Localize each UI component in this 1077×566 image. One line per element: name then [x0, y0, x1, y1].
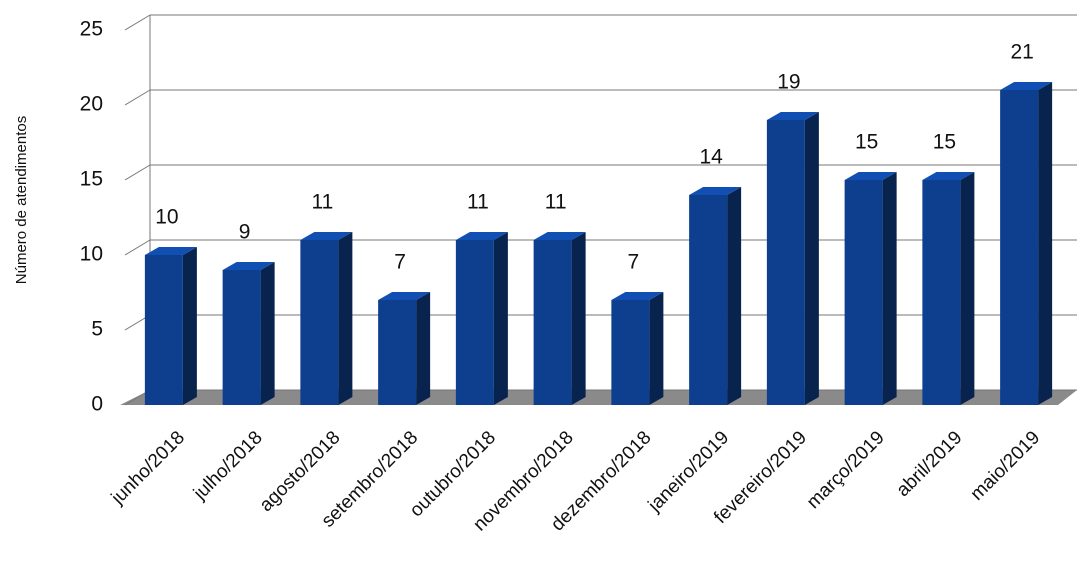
bar — [611, 292, 664, 405]
y-axis-title: Número de atendimentos — [13, 116, 30, 284]
value-label: 10 — [155, 206, 178, 229]
bar — [922, 172, 975, 405]
bar — [378, 292, 431, 405]
value-label: 7 — [628, 251, 640, 274]
bar-top — [144, 247, 197, 255]
value-label: 15 — [855, 131, 878, 154]
grid-line — [124, 14, 151, 31]
y-tick-label: 15 — [80, 168, 103, 191]
x-tick-label: março/2019 — [803, 427, 889, 513]
bar-side — [338, 232, 353, 405]
x-tick-label: abril/2019 — [893, 427, 967, 501]
bar-top — [689, 187, 742, 195]
bar-side — [416, 292, 431, 405]
value-label: 11 — [545, 191, 567, 214]
bar — [689, 187, 742, 405]
floor — [120, 390, 1077, 405]
value-label: 9 — [239, 221, 251, 244]
bar-side — [182, 247, 197, 405]
bar — [1000, 82, 1053, 405]
bar-front — [222, 270, 261, 405]
y-tick-label: 10 — [80, 243, 103, 266]
bar-front — [689, 195, 728, 405]
bar-front — [766, 120, 805, 405]
bar-top — [766, 112, 819, 120]
bar — [766, 112, 819, 405]
bar-front — [922, 180, 961, 405]
y-tick-label: 25 — [80, 18, 103, 41]
bar-side — [727, 187, 742, 405]
grid-line — [124, 89, 151, 106]
y-tick-label: 0 — [91, 393, 103, 416]
bar-side — [882, 172, 897, 405]
bar-top — [844, 172, 897, 180]
y-tick-label: 20 — [80, 93, 103, 116]
bar — [144, 247, 197, 405]
bar-front — [844, 180, 883, 405]
bar-top — [533, 232, 586, 240]
bar — [455, 232, 508, 405]
value-label: 11 — [311, 191, 333, 214]
x-tick-label: junho/2018 — [107, 427, 189, 509]
value-label: 21 — [1010, 41, 1033, 64]
bar-front — [611, 300, 650, 405]
bar — [844, 172, 897, 405]
bar-side — [960, 172, 975, 405]
bar-top — [922, 172, 975, 180]
bar-top — [300, 232, 353, 240]
bar-top — [222, 262, 275, 270]
bar-top — [378, 292, 431, 300]
value-label: 19 — [777, 71, 800, 94]
value-label: 7 — [394, 251, 406, 274]
y-tick-label: 5 — [91, 318, 103, 341]
value-label: 15 — [933, 131, 956, 154]
bar-side — [260, 262, 275, 405]
bar-front — [144, 255, 183, 405]
bar — [222, 262, 275, 405]
x-tick-label: julho/2018 — [189, 427, 267, 505]
grid-line — [124, 239, 151, 256]
bar-side — [804, 112, 819, 405]
bar-top — [455, 232, 508, 240]
bar — [300, 232, 353, 405]
grid-line — [124, 164, 151, 181]
bar — [533, 232, 586, 405]
bar-side — [649, 292, 664, 405]
bar-front — [1000, 90, 1039, 405]
bar-side — [493, 232, 508, 405]
x-tick-label: maio/2019 — [967, 427, 1045, 505]
bar-front — [300, 240, 339, 405]
bar-front — [533, 240, 572, 405]
bar-top — [1000, 82, 1053, 90]
value-label: 14 — [699, 146, 723, 169]
bar-top — [611, 292, 664, 300]
bar-side — [1038, 82, 1053, 405]
value-label: 11 — [467, 191, 489, 214]
bar-front — [378, 300, 417, 405]
bar-side — [571, 232, 586, 405]
bar-front — [455, 240, 494, 405]
